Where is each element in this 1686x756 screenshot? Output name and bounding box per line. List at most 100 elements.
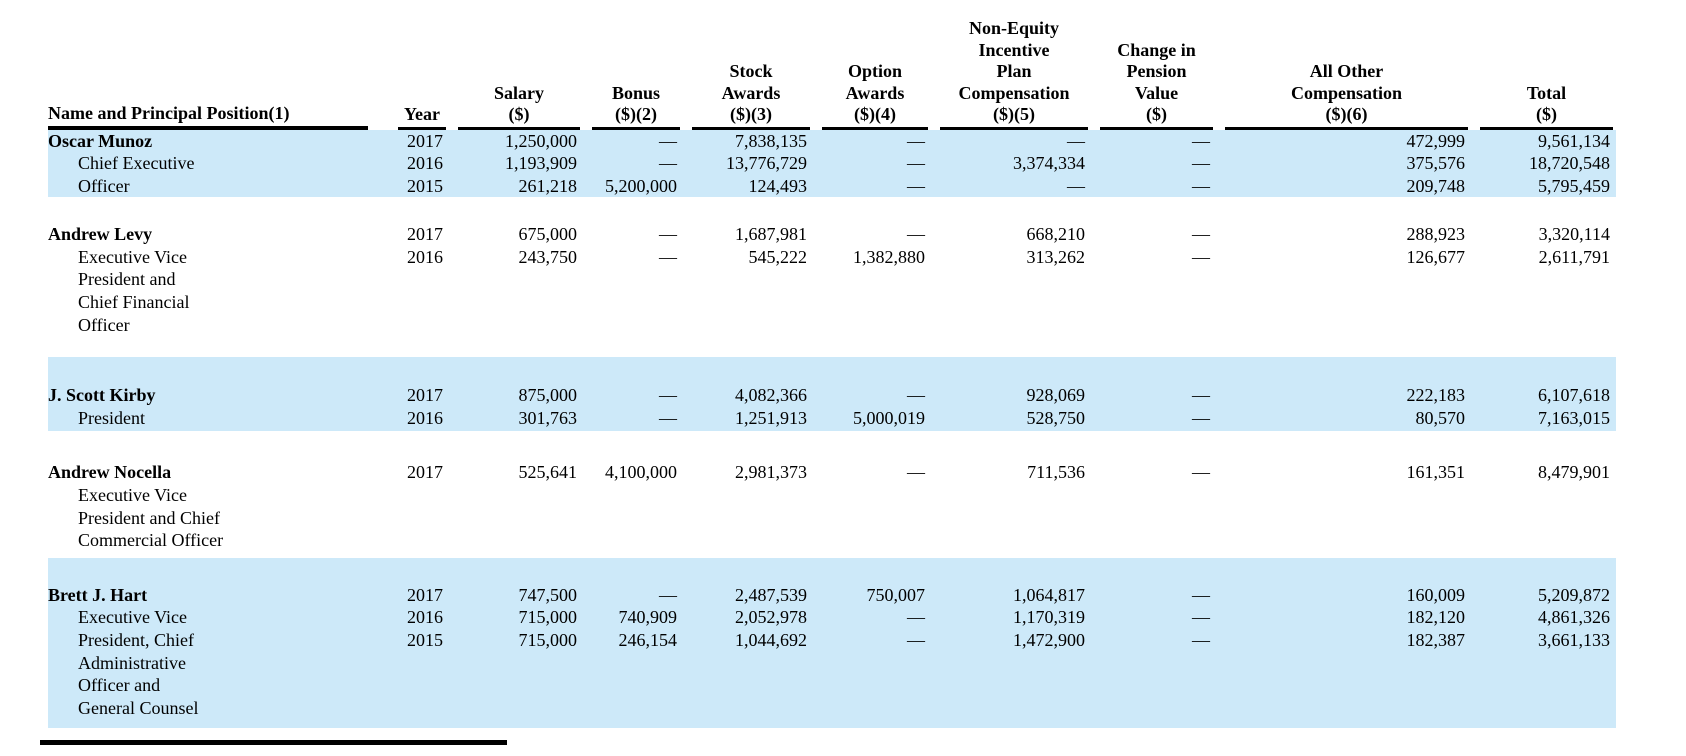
header-cell-total: Total ($) <box>1468 83 1613 130</box>
header-line: Compensation <box>1290 82 1402 103</box>
value-aoc: 182,387 <box>1406 630 1466 650</box>
value-neip: — <box>1067 175 1085 196</box>
header-line: Compensation <box>958 82 1070 103</box>
value-year: 2017 <box>407 584 443 605</box>
cell-neip: 928,069 528,750 <box>928 384 1088 429</box>
value-option: — <box>907 153 925 174</box>
value-salary: 875,000 <box>518 385 578 406</box>
value-pension: — <box>1192 385 1210 406</box>
value-total: 7,163,015 <box>1538 407 1610 428</box>
value-neip: 528,750 <box>1026 407 1086 428</box>
cell-option: — — — <box>810 130 928 198</box>
column-underline <box>1480 126 1613 130</box>
value-salary: 261,218 <box>518 175 578 196</box>
header-line: Pension <box>1126 61 1187 81</box>
value-stock: 2,052,978 <box>735 607 807 628</box>
header-line: ($)(6) <box>1325 104 1368 124</box>
column-underline <box>1225 126 1468 130</box>
header-line: Year <box>404 104 440 124</box>
exec-name: Andrew Nocella <box>48 462 172 483</box>
value-year: 2015 <box>407 175 443 196</box>
column-underline <box>458 126 580 130</box>
cell-aoc: 161,351 <box>1213 461 1468 551</box>
column-underline <box>592 126 680 130</box>
cell-neip: 1,064,817 1,170,319 1,472,900 <box>928 584 1088 720</box>
header-cell-pension: Change in Pension Value ($) <box>1088 40 1213 130</box>
cell-year: 2017 2016 2015 <box>386 130 446 198</box>
cell-aoc: 472,999 375,576 209,748 <box>1213 130 1468 198</box>
cell-salary: 525,641 <box>446 461 580 551</box>
value-total: 4,861,326 <box>1538 607 1610 628</box>
value-bonus: 5,200,000 <box>605 175 677 196</box>
cell-stock: 7,838,135 13,776,729 124,493 <box>680 130 810 198</box>
value-neip: 1,472,900 <box>1013 630 1085 650</box>
cell-salary: 1,250,000 1,193,909 261,218 <box>446 130 580 198</box>
summary-compensation-table: Name and Principal Position(1) Year Salary… <box>48 0 1616 729</box>
name-cell: Andrew Nocella Executive Vice President an… <box>48 461 386 551</box>
value-option: — <box>907 385 925 406</box>
header-cell-bonus: Bonus ($)(2) <box>580 83 680 130</box>
cell-total: 6,107,618 7,163,015 <box>1468 384 1613 429</box>
position-line: Chief Financial <box>78 292 190 313</box>
value-aoc: 375,576 <box>1406 153 1466 174</box>
cell-year: 2017 2016 2015 <box>386 584 446 720</box>
cell-option: —5,000,019 <box>810 384 928 429</box>
column-underline <box>692 126 810 130</box>
exec-block-hart: Brett J. Hart Executive Vice President, Ch… <box>48 557 1616 729</box>
value-total: 8,479,901 <box>1538 462 1610 483</box>
header-line: Awards <box>721 82 781 103</box>
cell-total: 9,561,134 18,720,548 5,795,459 <box>1468 130 1613 198</box>
row-spacer <box>48 197 1616 223</box>
value-aoc: 80,570 <box>1415 407 1466 428</box>
value-stock: 124,493 <box>748 175 808 196</box>
cell-total: 3,320,114 2,611,791 <box>1468 223 1613 336</box>
value-bonus: — <box>659 385 677 406</box>
header-line: Bonus <box>611 82 661 103</box>
value-pension: — <box>1192 224 1210 245</box>
value-year: 2016 <box>407 153 443 174</box>
value-year: 2017 <box>407 224 443 245</box>
cell-option: — <box>810 461 928 551</box>
value-aoc: 472,999 <box>1406 130 1466 151</box>
header-cell-stock: Stock Awards ($)(3) <box>680 61 810 130</box>
value-year: 2016 <box>407 407 443 428</box>
value-year: 2015 <box>407 630 443 650</box>
position-line: General Counsel <box>78 697 199 718</box>
cell-pension: — — <box>1088 384 1213 429</box>
header-line: Change in <box>1117 39 1196 60</box>
value-stock: 545,222 <box>748 246 808 267</box>
cell-neip: 668,210 313,262 <box>928 223 1088 336</box>
position-line: President and <box>78 269 176 290</box>
value-salary: 243,750 <box>518 246 578 267</box>
value-aoc: 222,183 <box>1406 385 1466 406</box>
header-line: Option <box>847 61 903 81</box>
cell-stock: 2,981,373 <box>680 461 810 551</box>
value-neip: 1,064,817 <box>1013 584 1085 605</box>
value-neip: 313,262 <box>1026 246 1086 267</box>
header-line: ($)(3) <box>730 104 772 124</box>
cell-year: 2017 2016 <box>386 384 446 429</box>
header-cell-aoc: All Other Compensation ($)(6) <box>1213 61 1468 130</box>
footnote-separator-rule <box>40 740 507 746</box>
cell-salary: 747,500 715,000 715,000 <box>446 584 580 720</box>
value-neip: 1,170,319 <box>1013 607 1085 628</box>
header-cell-year: Year <box>386 104 446 130</box>
name-cell: Andrew Levy Executive Vice President and Ch… <box>48 223 386 336</box>
exec-name: Oscar Munoz <box>48 130 153 151</box>
value-total: 3,661,133 <box>1538 630 1610 650</box>
cell-stock: 4,082,366 1,251,913 <box>680 384 810 429</box>
value-neip: 3,374,334 <box>1013 153 1085 174</box>
value-option: — <box>907 224 925 245</box>
cell-pension: — — <box>1088 223 1213 336</box>
cell-stock: 2,487,539 2,052,978 1,044,692 <box>680 584 810 720</box>
value-bonus: — <box>659 246 677 267</box>
cell-bonus: — — <box>580 223 680 336</box>
position-line: Executive Vice <box>78 607 188 628</box>
cell-bonus: 4,100,000 <box>580 461 680 551</box>
exec-block-levy: Andrew Levy Executive Vice President and Ch… <box>48 223 1616 336</box>
value-option: — <box>907 130 925 151</box>
position-line: Officer and <box>78 675 161 696</box>
exec-block-nocella: Andrew Nocella Executive Vice President an… <box>48 431 1616 551</box>
cell-bonus: — —5,200,000 <box>580 130 680 198</box>
value-pension: — <box>1192 153 1210 174</box>
